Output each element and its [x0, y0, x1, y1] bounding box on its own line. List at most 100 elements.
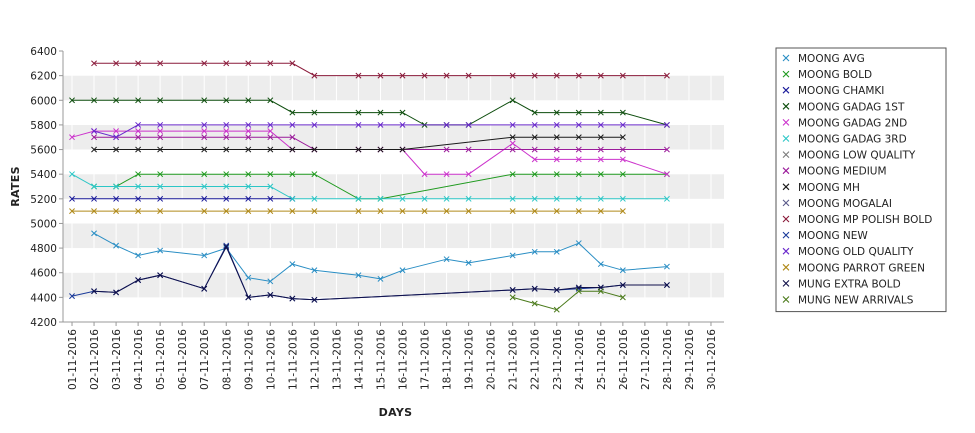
- data-point: [553, 208, 560, 215]
- series-moong-parrot-green: [69, 208, 626, 215]
- x-tick-label: 07-11-2016: [199, 329, 211, 390]
- legend-item: MUNG EXTRA BOLD: [782, 278, 901, 290]
- data-point: [135, 252, 142, 259]
- data-point: [509, 252, 516, 259]
- data-point: [113, 97, 120, 104]
- series-moong-chamki: [69, 195, 296, 202]
- legend-item: MOONG GADAG 3RD: [782, 134, 907, 146]
- x-tick-label: 21-11-2016: [508, 329, 520, 390]
- data-point: [663, 121, 670, 128]
- data-point: [443, 146, 450, 153]
- data-point: [465, 72, 472, 79]
- data-point: [531, 300, 538, 307]
- data-point: [267, 134, 274, 141]
- data-point: [135, 277, 142, 284]
- data-point: [201, 60, 208, 67]
- data-point: [223, 128, 230, 135]
- data-point: [553, 195, 560, 202]
- data-point: [223, 146, 230, 153]
- data-point: [69, 195, 75, 202]
- data-point: [575, 121, 582, 128]
- legend-marker-icon: [782, 167, 790, 175]
- x-tick-label: 30-11-2016: [706, 329, 718, 390]
- data-point: [289, 261, 296, 268]
- legend-item: MOONG BOLD: [782, 69, 872, 81]
- data-point: [531, 134, 538, 141]
- legend-marker-icon: [782, 231, 790, 239]
- legend-marker-icon: [782, 135, 790, 142]
- data-point: [135, 183, 142, 190]
- data-point: [267, 171, 274, 178]
- data-point: [355, 72, 362, 79]
- data-point: [69, 208, 75, 215]
- data-point: [157, 171, 164, 178]
- data-point: [443, 72, 450, 79]
- data-point: [91, 288, 98, 295]
- x-tick-label: 23-11-2016: [552, 329, 564, 390]
- data-point: [245, 146, 252, 153]
- y-tick-label: 5400: [30, 169, 57, 181]
- data-point: [399, 195, 406, 202]
- legend-item: MOONG GADAG 2ND: [782, 117, 907, 129]
- y-axis-title: RATES: [9, 166, 22, 207]
- data-point: [355, 272, 362, 279]
- data-point: [245, 183, 252, 190]
- series-line: [93, 232, 667, 282]
- data-point: [597, 208, 604, 215]
- y-tick-label: 5600: [30, 145, 57, 157]
- data-point: [311, 72, 318, 79]
- legend-marker-icon: [782, 183, 790, 191]
- data-point: [531, 146, 538, 153]
- data-point: [135, 60, 142, 67]
- grid-band: [63, 149, 724, 175]
- data-point: [91, 230, 98, 237]
- data-point: [355, 195, 362, 202]
- data-point: [509, 287, 516, 293]
- data-point: [245, 195, 252, 202]
- data-point: [531, 171, 538, 178]
- data-point: [223, 171, 230, 178]
- x-tick-label: 06-11-2016: [177, 329, 189, 390]
- series-line: [93, 124, 667, 138]
- data-point: [223, 195, 230, 202]
- data-point: [91, 146, 98, 153]
- grid-band: [63, 248, 724, 273]
- data-point: [267, 128, 274, 135]
- legend-label: MOONG MH: [798, 182, 860, 194]
- legend-marker-icon: [782, 247, 790, 255]
- data-point: [267, 278, 274, 285]
- data-point: [245, 128, 252, 135]
- data-point: [399, 267, 406, 274]
- data-point: [597, 195, 604, 202]
- data-point: [311, 121, 318, 128]
- legend-marker-icon: [782, 86, 790, 94]
- data-point: [619, 121, 626, 128]
- data-point: [619, 294, 626, 301]
- data-point: [355, 121, 362, 128]
- data-point: [553, 171, 560, 178]
- data-point: [509, 146, 516, 153]
- data-point: [553, 134, 560, 141]
- legend-label: MOONG AVG: [798, 53, 865, 65]
- legend-item: MOONG MOGALAI: [782, 198, 892, 210]
- data-point: [201, 134, 208, 141]
- data-point: [553, 248, 560, 255]
- data-point: [619, 208, 626, 215]
- data-point: [113, 183, 120, 190]
- y-tick-label: 4800: [30, 243, 57, 255]
- legend-marker-icon: [782, 102, 790, 110]
- data-point: [289, 295, 296, 302]
- legend-label: MOONG BOLD: [798, 69, 872, 81]
- legend-item: MOONG MEDIUM: [782, 166, 887, 178]
- data-point: [245, 60, 252, 67]
- legend-item: MOONG GADAG 1ST: [782, 101, 905, 113]
- data-point: [311, 195, 318, 202]
- data-point: [135, 195, 142, 202]
- data-point: [355, 109, 362, 116]
- legend-label: MUNG EXTRA BOLD: [798, 278, 901, 290]
- data-point: [553, 156, 560, 163]
- data-point: [597, 109, 604, 116]
- data-point: [509, 195, 516, 202]
- data-point: [597, 134, 604, 141]
- data-point: [421, 208, 428, 215]
